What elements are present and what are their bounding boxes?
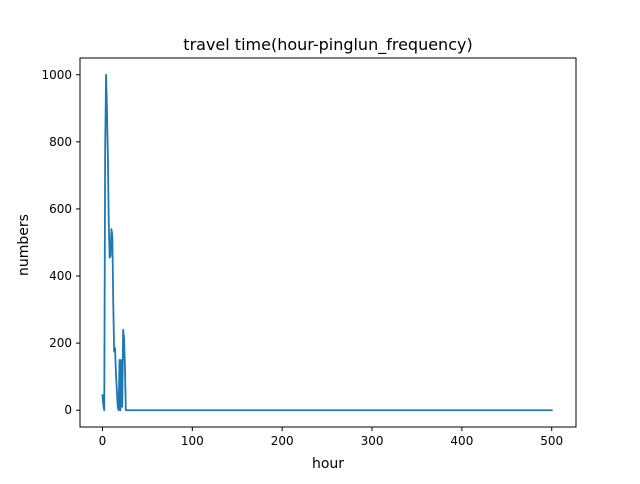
y-tick-label: 400	[49, 269, 72, 283]
x-tick-label: 0	[99, 434, 107, 448]
x-tick-label: 500	[540, 434, 563, 448]
y-tick-label: 600	[49, 202, 72, 216]
y-axis-label: numbers	[16, 214, 32, 276]
x-tick-label: 200	[271, 434, 294, 448]
series-line-0	[101, 73, 553, 412]
y-tick-label: 0	[64, 403, 72, 417]
x-tick-label: 100	[181, 434, 204, 448]
y-tick-label: 200	[49, 336, 72, 350]
plot-area: 0 100 200 300 400 500 0 200 400 600 800 1000	[41, 57, 577, 448]
x-axis-label: hour	[312, 456, 344, 472]
x-tick-label: 400	[450, 434, 473, 448]
y-tick-label: 1000	[41, 68, 72, 82]
plot-frame	[79, 57, 577, 428]
y-tick-label: 800	[49, 135, 72, 149]
x-tick-label: 300	[361, 434, 384, 448]
chart-title: travel time(hour-pinglun_frequency)	[183, 35, 472, 55]
